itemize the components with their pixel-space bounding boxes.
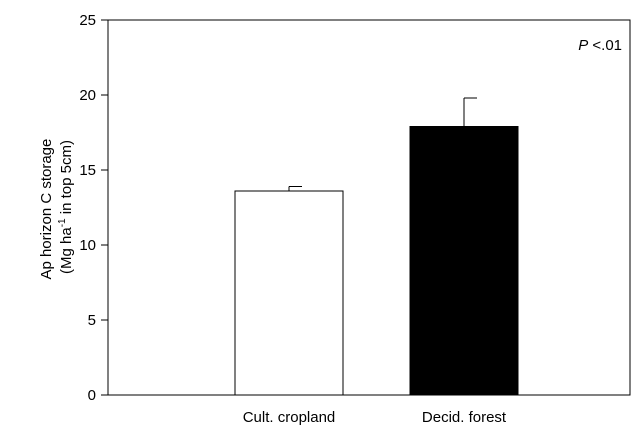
plot-frame (107, 19, 631, 396)
bars-group (234, 97, 519, 396)
bar-cult-cropland (234, 190, 344, 396)
p-value-symbol: P (578, 37, 588, 54)
x-axis-labels: Cult. cropland Decid. forest (243, 409, 507, 426)
p-value-text: <.01 (588, 37, 622, 54)
y-axis-title-line2: (Mg ha-1 in top 5cm) (57, 140, 75, 274)
y-axis: 0 5 10 15 20 25 (79, 12, 108, 404)
y-axis-title-line1: Ap horizon C storage (38, 139, 55, 280)
y-tick-label: 15 (79, 162, 96, 179)
y-tick-label: 10 (79, 237, 96, 254)
y-tick-label: 0 (88, 387, 96, 404)
y-axis-title: Ap horizon C storage (Mg ha-1 in top 5cm… (38, 134, 75, 279)
x-tick-label: Cult. cropland (243, 409, 336, 426)
bar-decid-forest (409, 126, 519, 396)
p-value-annotation: P <.01 (578, 37, 622, 54)
y-axis-unit-superscript: -1 (57, 218, 68, 227)
y-axis-unit-suffix: in top 5cm) (58, 140, 75, 218)
y-tick-label: 5 (88, 312, 96, 329)
y-tick-label: 20 (79, 87, 96, 104)
y-axis-unit-prefix: (Mg ha (58, 227, 75, 274)
y-tick-label: 25 (79, 12, 96, 29)
x-tick-label: Decid. forest (422, 409, 507, 426)
